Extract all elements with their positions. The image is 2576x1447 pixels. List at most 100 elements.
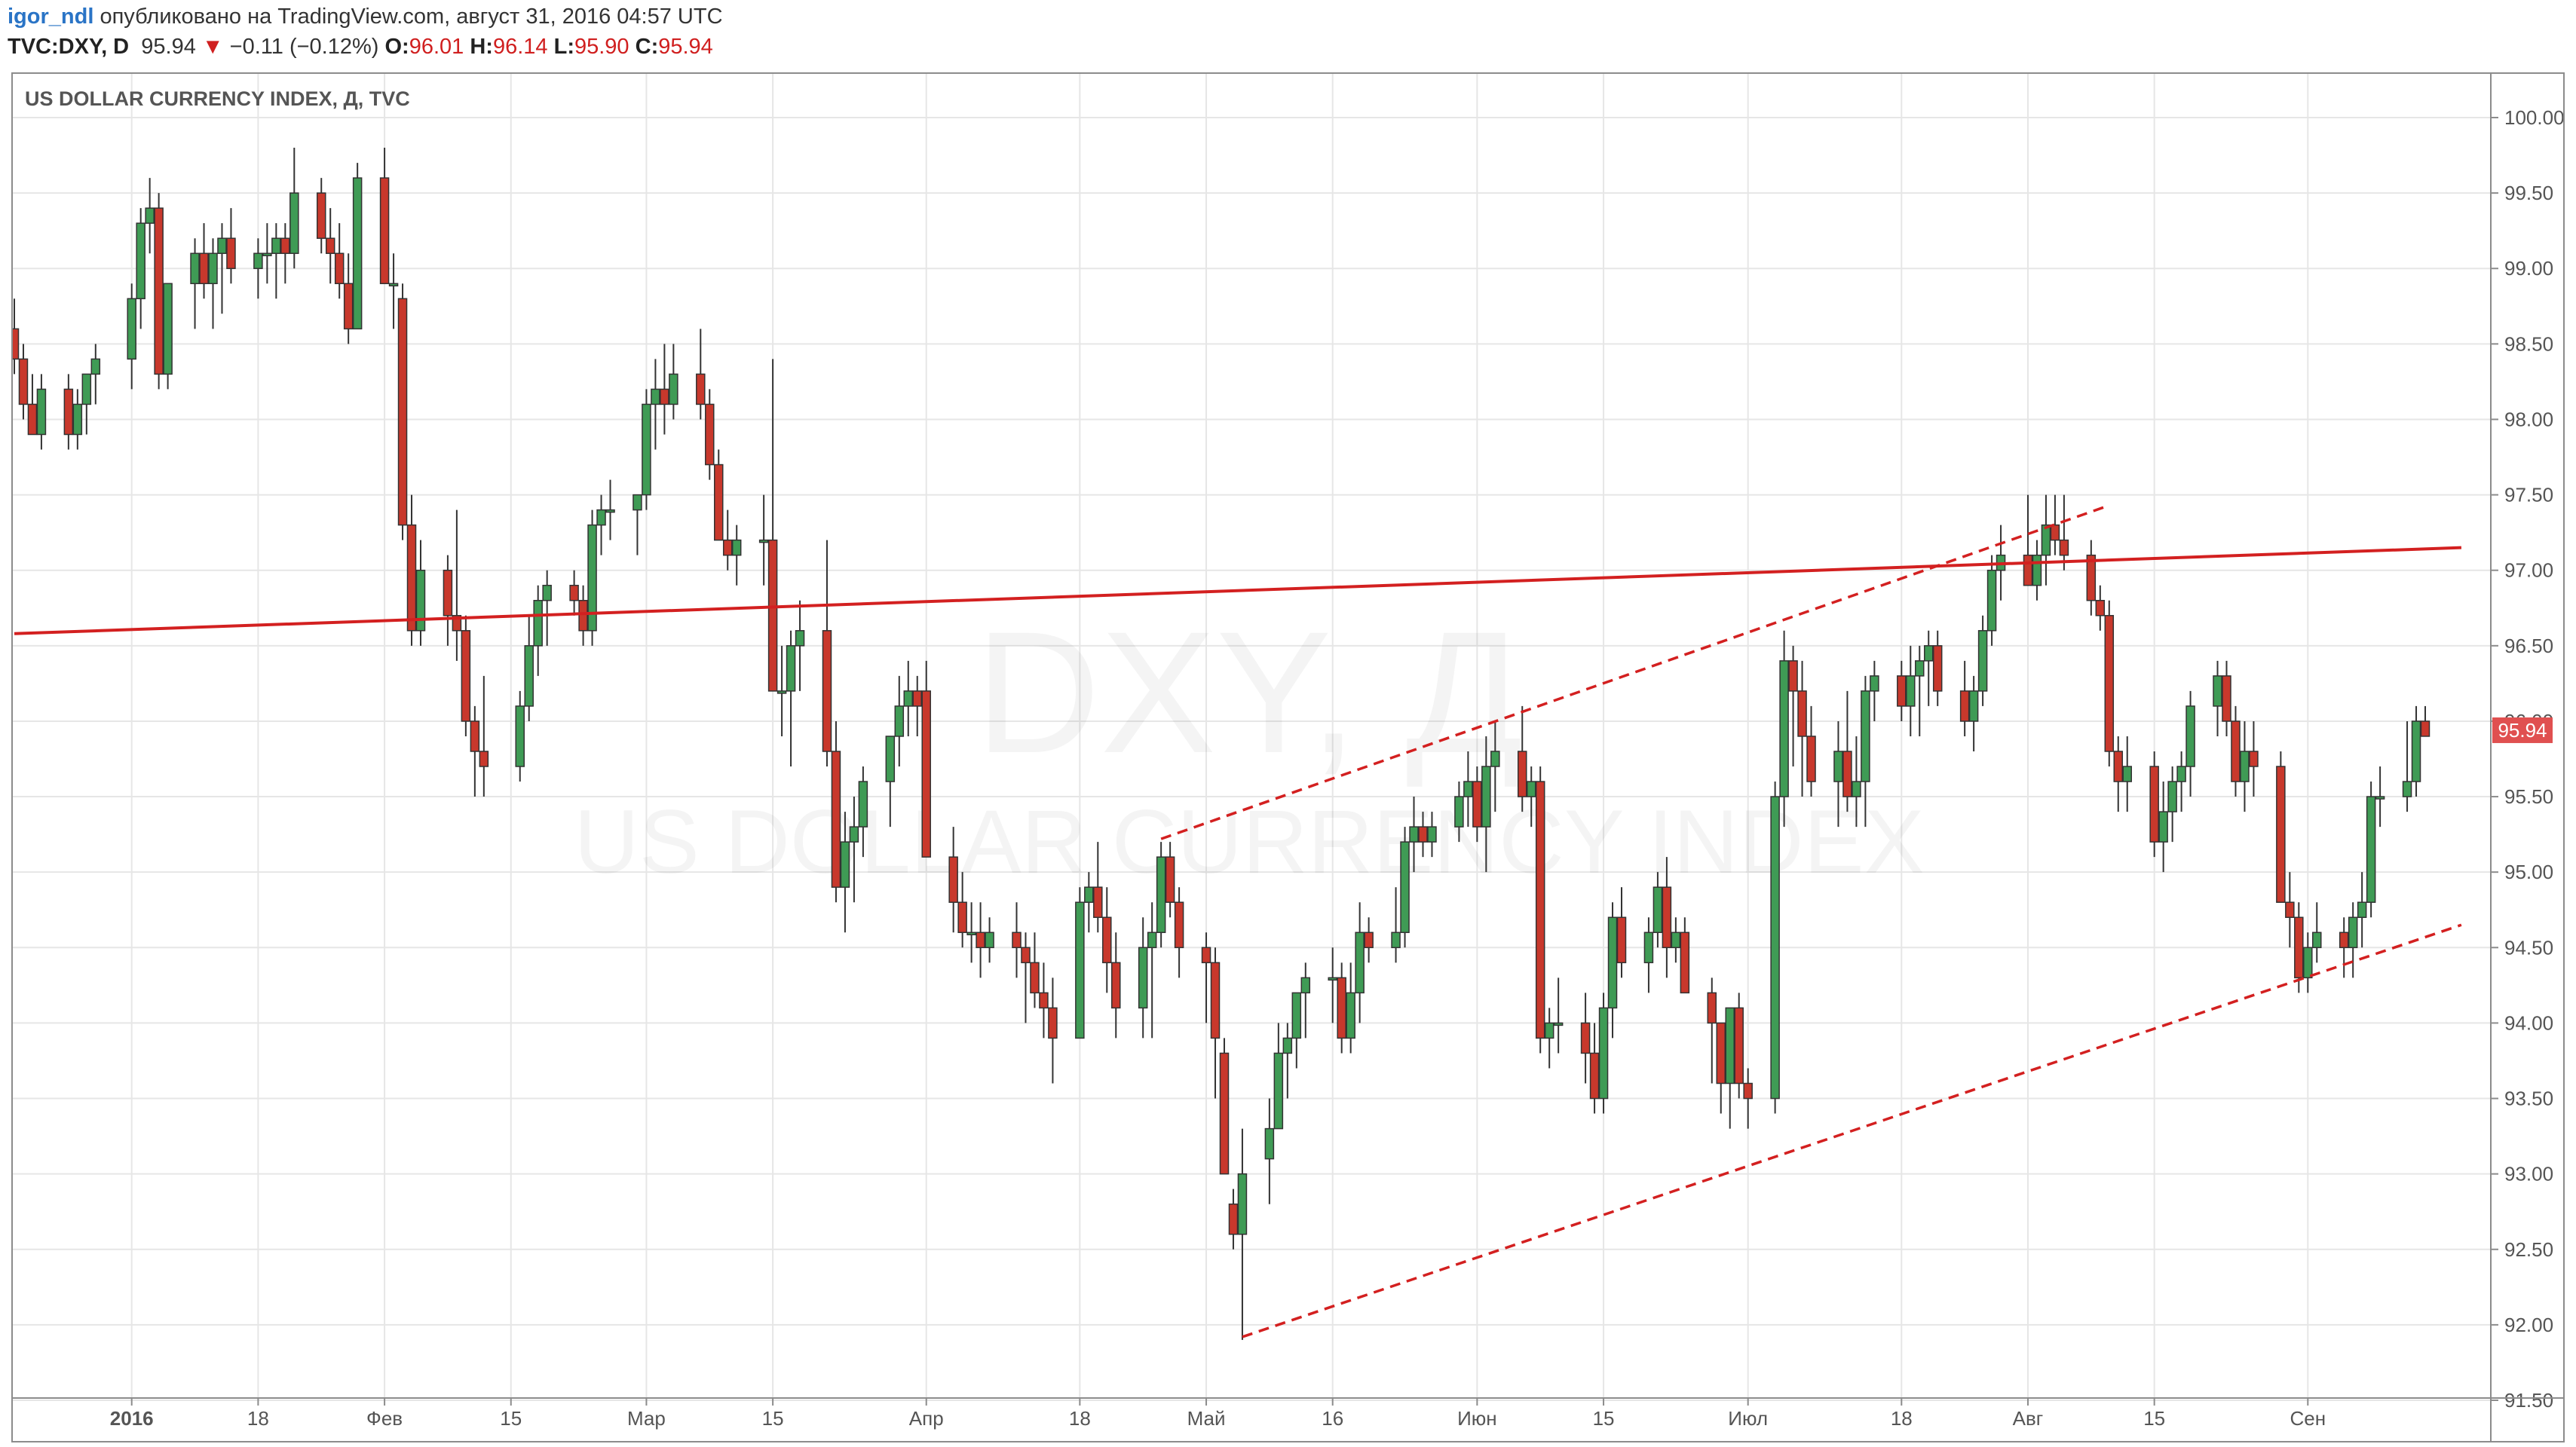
candle-body [2095, 600, 2106, 616]
candle-body [1156, 856, 1166, 934]
candle-body [1427, 826, 1437, 843]
time-axis-label: Фев [366, 1407, 403, 1430]
candle-body [325, 237, 335, 254]
publish-line: igor_ndl опубликовано на TradingView.com… [8, 5, 723, 29]
candle-body [921, 690, 931, 858]
time-axis-label: Мар [627, 1407, 666, 1430]
time-axis-label: 18 [1891, 1407, 1913, 1430]
candle-body [1337, 977, 1346, 1039]
candle-body [948, 856, 958, 903]
candle-body [217, 237, 227, 254]
candle-body [578, 600, 588, 632]
price-axis-label: 93.00 [2504, 1163, 2553, 1185]
candle-body [289, 192, 299, 254]
candle-body [849, 826, 859, 843]
last-price-label: 95.94 [2498, 719, 2547, 742]
candle-body [1797, 690, 1807, 737]
candle-body [2276, 766, 2286, 903]
resistance-trendline[interactable] [14, 546, 2461, 635]
candle-body [1328, 977, 1337, 981]
candle-body [660, 388, 669, 405]
candle-body [2113, 751, 2124, 782]
candle-body [1906, 675, 1916, 707]
candle-body [569, 584, 579, 601]
channel-trendline[interactable] [1242, 923, 2462, 1338]
candle-body [2050, 524, 2060, 541]
time-axis-label: 15 [1593, 1407, 1615, 1430]
candle-body [145, 207, 155, 224]
candle-body [2041, 524, 2051, 556]
candle-body [1716, 1022, 1726, 1084]
candle-body [208, 252, 218, 285]
candle-body [731, 539, 742, 556]
candle-body [1012, 932, 1022, 949]
candle-body [2158, 811, 2168, 843]
candle-body [1662, 886, 1672, 949]
candle-body [1616, 916, 1627, 964]
watermark-name: US DOLLAR CURRENCY INDEX [574, 791, 1925, 892]
candle-body [795, 630, 805, 647]
candle-body [1418, 826, 1428, 843]
candle-body [1915, 660, 1925, 677]
candle-body [1291, 992, 1302, 1039]
high-value: 96.14 [492, 35, 548, 59]
candle-body [127, 298, 136, 360]
candle-body [1454, 796, 1464, 828]
candle-body [2411, 720, 2421, 782]
candle-body [1842, 751, 1852, 797]
candle-body [1201, 947, 1211, 964]
time-axis-label: 18 [1069, 1407, 1091, 1430]
candle-body [1147, 932, 1157, 949]
candle-body [1806, 736, 1816, 782]
price-chart[interactable]: 100.00 99.50 99.00 98.50 98.00 97.50 97.00 96.5… [13, 74, 2563, 1441]
time-axis-label: Авг [2013, 1407, 2044, 1430]
price-axis-label: 94.00 [2504, 1011, 2553, 1034]
candle-body [470, 720, 480, 752]
candle-body [1463, 781, 1473, 797]
candle-body [1093, 886, 1103, 918]
candle-body [1165, 856, 1175, 903]
low-label: L: [553, 35, 574, 59]
candle-body [2249, 751, 2259, 767]
high-label: H: [470, 35, 493, 59]
candle-body [2375, 796, 2385, 800]
candle-body [1968, 690, 1979, 722]
candle-body [27, 403, 38, 436]
candle-body [1346, 992, 1355, 1039]
watermark-symbol: DXY, Д [976, 595, 1524, 789]
author-link[interactable]: igor_ndl [8, 5, 94, 29]
candle-body [1111, 962, 1121, 1009]
candle-body [1544, 1022, 1554, 1039]
candle-body [1553, 1022, 1564, 1026]
price-axis-label: 92.50 [2504, 1238, 2553, 1261]
time-axis-label: Июн [1457, 1407, 1497, 1430]
candle-body [1607, 916, 1618, 1009]
last-price-tag [2492, 717, 2553, 743]
candle-body [90, 358, 101, 375]
candle-body [1391, 932, 1401, 949]
candle-body [1084, 886, 1094, 903]
candle-body [758, 539, 769, 543]
candle-body [1932, 645, 1943, 692]
candle-body [2294, 916, 2304, 979]
channel-trendline[interactable] [1160, 503, 2110, 840]
candle-body [1526, 781, 1536, 797]
candle-body [1580, 1022, 1591, 1054]
candle-body [2185, 705, 2195, 767]
candle-body [976, 932, 985, 949]
candle-body [388, 283, 399, 287]
candle-body [1725, 1007, 1735, 1084]
time-axis-label: 2016 [110, 1407, 154, 1430]
candle-body [713, 463, 724, 541]
candle-body [1472, 781, 1482, 828]
candle-body [605, 509, 615, 513]
chart-frame[interactable]: 100.00 99.50 99.00 98.50 98.00 97.50 97.00 96.5… [11, 72, 2565, 1442]
candle-body [1409, 826, 1419, 843]
candle-body [1030, 962, 1040, 994]
candle-body [2357, 901, 2367, 918]
candle-body [822, 630, 832, 752]
candle-body [596, 509, 606, 526]
candle-body [1481, 766, 1491, 828]
candle-body [1021, 947, 1031, 964]
candle-body [669, 373, 678, 405]
